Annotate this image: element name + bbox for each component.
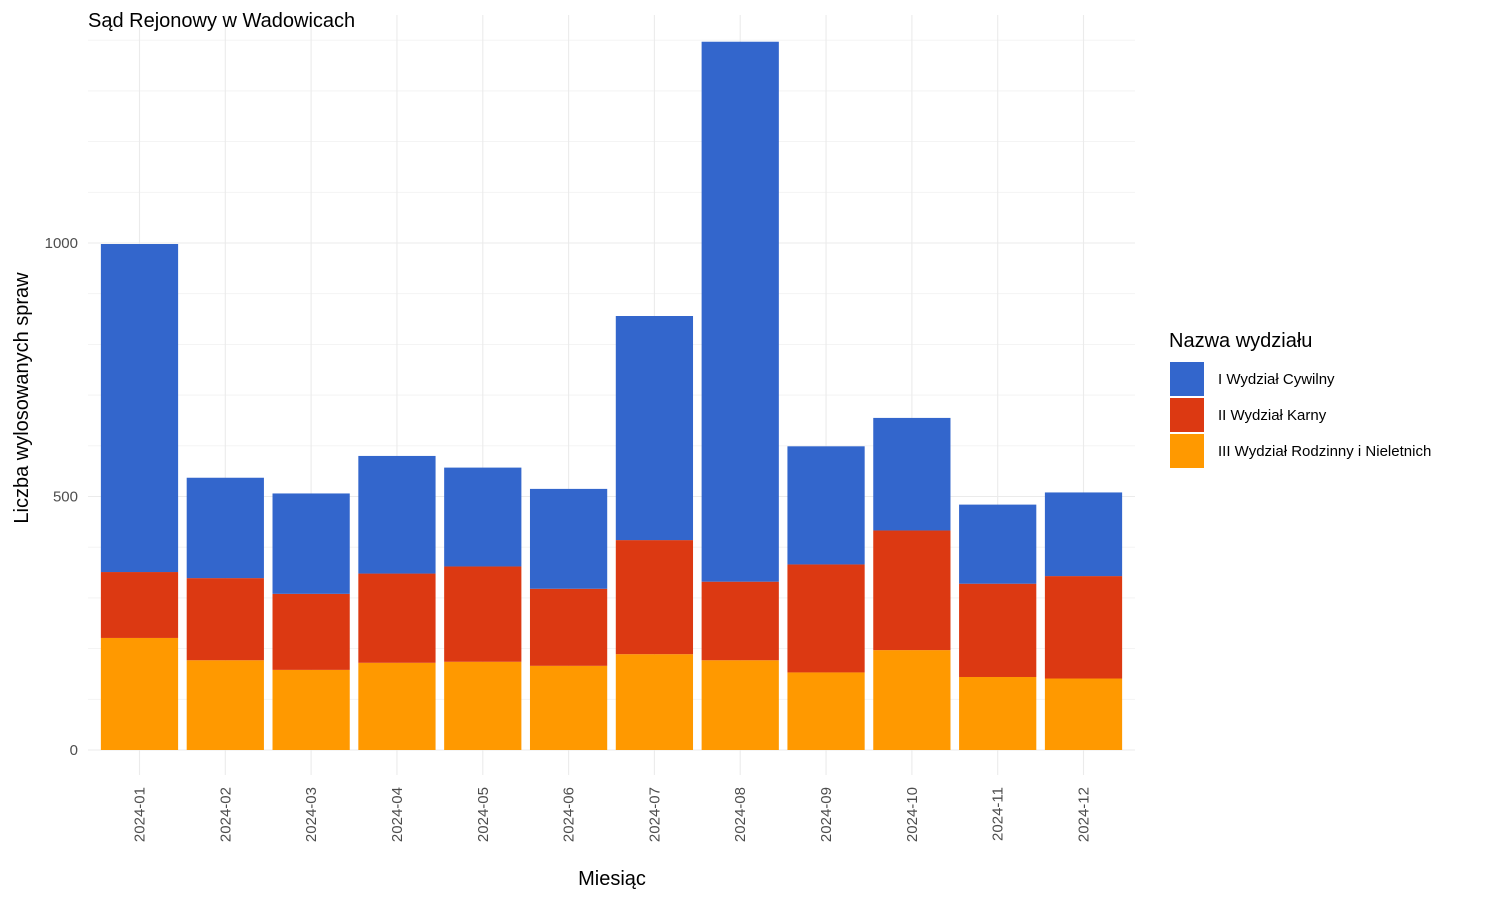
x-tick-label: 2024-05 bbox=[475, 787, 492, 842]
bar-segment bbox=[701, 41, 779, 582]
x-tick-label: 2024-03 bbox=[303, 787, 320, 842]
x-tick-label: 2024-07 bbox=[646, 787, 663, 842]
chart-title: Sąd Rejonowy w Wadowicach bbox=[88, 10, 355, 32]
bar-segment bbox=[615, 540, 694, 655]
legend-label: III Wydział Rodzinny i Nieletnich bbox=[1218, 443, 1431, 460]
bar-segment bbox=[186, 578, 264, 661]
legend-key bbox=[1170, 434, 1204, 468]
bar-segment bbox=[444, 661, 522, 750]
x-tick-label: 2024-09 bbox=[818, 787, 835, 842]
bar-segment bbox=[959, 583, 1037, 677]
bar-segment bbox=[186, 660, 264, 750]
x-axis-title: Miesiąc bbox=[578, 868, 646, 890]
x-tick-label: 2024-11 bbox=[990, 787, 1007, 841]
y-axis: 0 500 1000 bbox=[45, 235, 78, 759]
x-tick-label: 2024-08 bbox=[732, 787, 749, 842]
bar-segment bbox=[444, 467, 522, 567]
bar-segment bbox=[272, 493, 350, 594]
x-tick-label: 2024-01 bbox=[131, 787, 148, 842]
bar-segment bbox=[358, 573, 436, 663]
bar-segment bbox=[529, 665, 608, 750]
legend-title: Nazwa wydziału bbox=[1169, 330, 1312, 352]
x-tick-label: 2024-04 bbox=[389, 787, 406, 842]
bar-segment bbox=[615, 654, 694, 750]
bar-segment bbox=[529, 488, 608, 589]
bar-segment bbox=[529, 588, 608, 666]
bar-segment bbox=[959, 504, 1037, 584]
bar-segment bbox=[787, 564, 865, 673]
x-tick-label: 2024-02 bbox=[217, 787, 234, 842]
bar-segment bbox=[272, 593, 350, 670]
bars bbox=[100, 41, 1123, 750]
bar-segment bbox=[873, 650, 951, 750]
x-tick-label: 2024-10 bbox=[904, 787, 921, 842]
legend-key bbox=[1170, 398, 1204, 432]
bar-segment bbox=[1044, 492, 1123, 577]
x-axis: 2024-01 2024-02 2024-03 2024-04 2024-05 2024-… bbox=[131, 787, 1092, 842]
bar-segment bbox=[701, 660, 779, 750]
legend-label: II Wydział Karny bbox=[1218, 407, 1327, 424]
bar-segment bbox=[959, 676, 1037, 750]
bar-segment bbox=[701, 581, 779, 661]
y-tick-label: 0 bbox=[70, 742, 78, 759]
bar-segment bbox=[787, 446, 865, 565]
y-tick-label: 1000 bbox=[45, 235, 78, 252]
bar-segment bbox=[100, 244, 179, 573]
bar-segment bbox=[444, 566, 522, 662]
bar-segment bbox=[1044, 678, 1123, 750]
bar-segment bbox=[1044, 576, 1123, 679]
legend: Nazwa wydziału I Wydział Cywilny II Wydzi… bbox=[1169, 330, 1431, 468]
y-tick-label: 500 bbox=[53, 489, 78, 506]
legend-key bbox=[1170, 362, 1204, 396]
x-tick-label: 2024-12 bbox=[1076, 787, 1093, 842]
bar-segment bbox=[615, 316, 694, 541]
bar-segment bbox=[358, 662, 436, 750]
bar-segment bbox=[272, 669, 350, 750]
legend-label: I Wydział Cywilny bbox=[1218, 371, 1335, 388]
bar-segment bbox=[787, 672, 865, 750]
bar-segment bbox=[873, 417, 951, 531]
bar-segment bbox=[358, 455, 436, 574]
x-tick-label: 2024-06 bbox=[561, 787, 578, 842]
bar-segment bbox=[873, 530, 951, 651]
bar-segment bbox=[186, 477, 264, 579]
bar-segment bbox=[100, 572, 179, 638]
bar-segment bbox=[100, 637, 179, 750]
y-axis-title: Liczba wylosowanych spraw bbox=[11, 272, 33, 524]
